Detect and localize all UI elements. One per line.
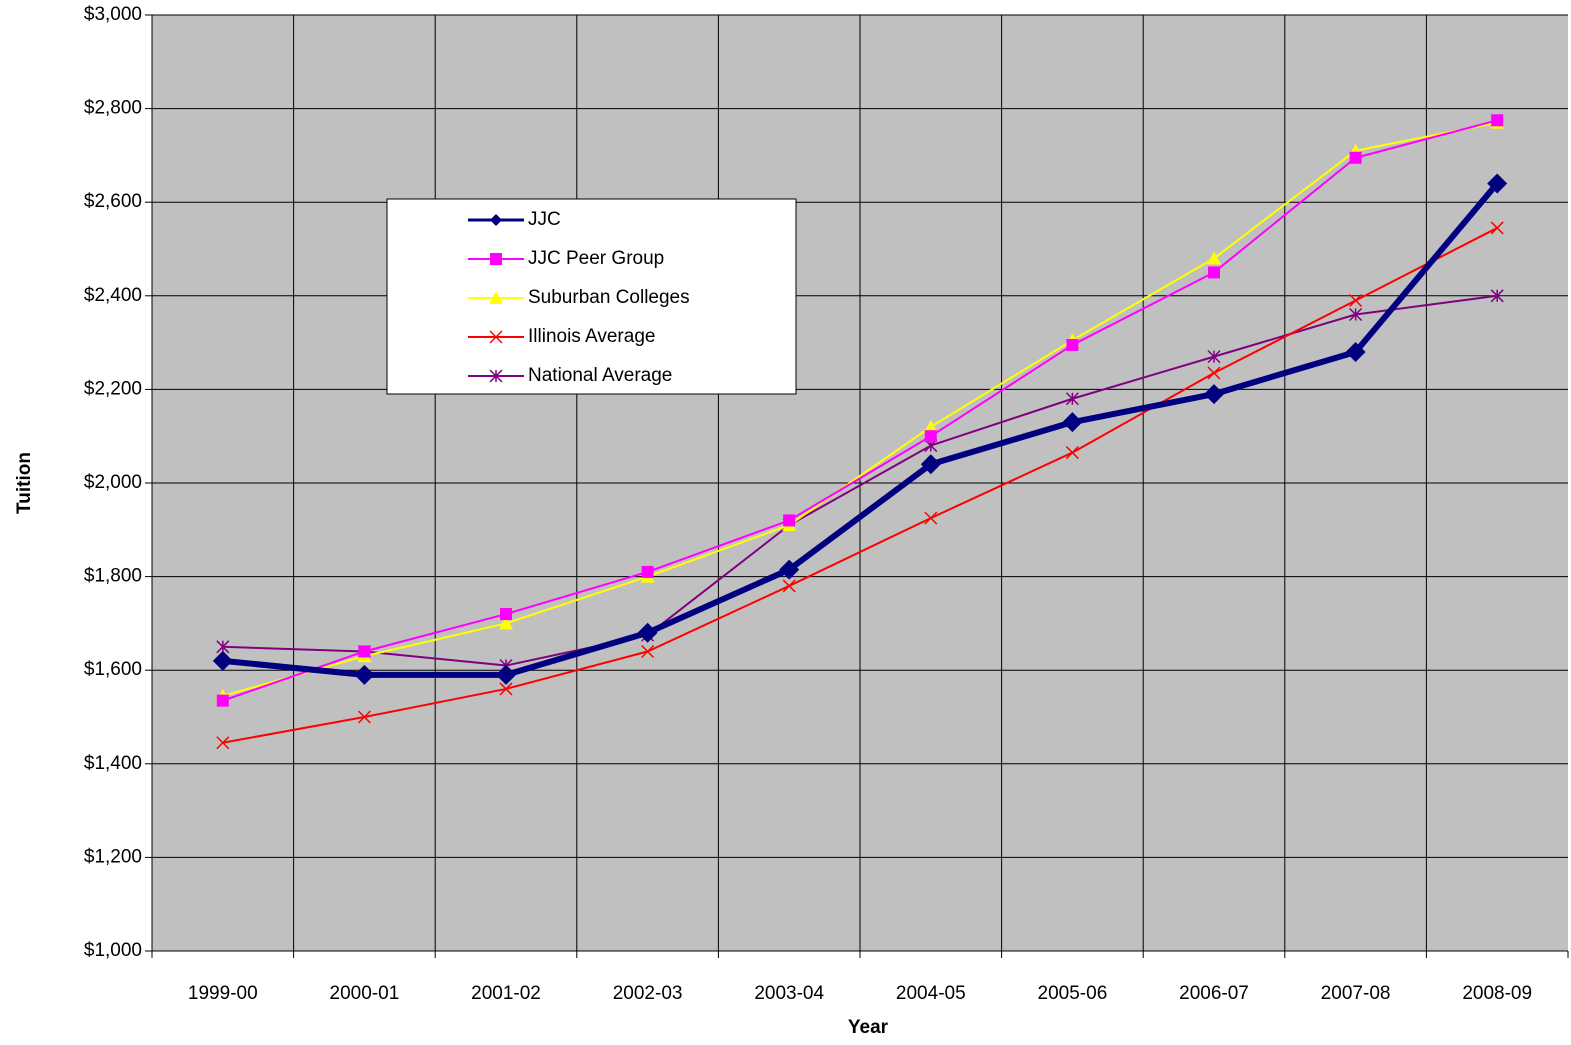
x-tick-label: 2000-01	[330, 983, 400, 1004]
marker	[1066, 338, 1079, 351]
y-tick-label: $1,600	[84, 659, 142, 680]
marker	[357, 710, 371, 724]
x-tick-label: 2001-02	[471, 983, 541, 1004]
marker	[1349, 293, 1363, 308]
y-tick-label: $2,400	[84, 285, 142, 306]
series-line	[222, 121, 1498, 697]
marker	[489, 291, 503, 304]
legend-label: JJC	[528, 209, 561, 230]
marker	[499, 616, 513, 630]
x-tick-label: 2006-07	[1179, 983, 1249, 1004]
marker	[1487, 173, 1508, 194]
legend-label: Suburban Colleges	[528, 287, 690, 308]
marker	[1065, 446, 1079, 460]
marker	[920, 454, 941, 475]
y-tick-label: $2,600	[84, 191, 142, 212]
marker	[1207, 366, 1221, 380]
y-tick-label: $3,000	[84, 4, 142, 25]
series-line	[222, 181, 1500, 678]
marker	[1065, 392, 1079, 406]
y-axis-title: Tuition	[14, 452, 35, 514]
y-tick-label: $2,800	[84, 98, 142, 119]
marker	[496, 664, 516, 685]
marker	[489, 369, 503, 383]
x-tick-label: 1999-00	[188, 983, 258, 1004]
series-line	[222, 227, 1498, 744]
marker	[641, 644, 655, 659]
marker	[1062, 412, 1083, 433]
y-tick-label: $2,000	[84, 472, 142, 493]
x-tick-label: 2002-03	[613, 983, 683, 1004]
marker	[490, 214, 502, 226]
marker	[500, 608, 512, 621]
x-tick-label: 2004-05	[896, 983, 966, 1004]
marker	[783, 514, 796, 527]
marker	[1204, 384, 1224, 405]
legend-label: JJC Peer Group	[528, 248, 664, 269]
marker	[489, 330, 503, 344]
legend-label: Illinois Average	[528, 326, 655, 347]
legend-label: National Average	[528, 365, 672, 386]
marker	[923, 419, 938, 433]
y-tick-label: $1,200	[84, 846, 142, 867]
marker	[1491, 114, 1504, 127]
marker	[779, 559, 800, 580]
marker	[1207, 350, 1221, 364]
marker	[490, 253, 502, 265]
y-tick-label: $1,800	[84, 566, 142, 587]
marker	[1207, 251, 1221, 265]
y-tick-label: $1,400	[84, 753, 142, 774]
series-line	[222, 119, 1498, 702]
marker	[782, 579, 796, 593]
marker	[1345, 341, 1366, 362]
marker	[216, 736, 230, 750]
x-axis-title: Year	[848, 1017, 889, 1038]
y-tick-label: $2,200	[84, 378, 142, 399]
marker	[354, 664, 375, 685]
marker	[924, 511, 938, 525]
marker	[216, 694, 229, 707]
x-tick-label: 2005-06	[1038, 983, 1108, 1004]
marker	[358, 645, 371, 658]
marker	[924, 430, 937, 443]
x-tick-label: 2008-09	[1462, 983, 1532, 1004]
marker	[216, 640, 230, 654]
marker	[641, 565, 654, 578]
marker	[1349, 307, 1363, 322]
marker	[1349, 151, 1362, 164]
marker	[1490, 289, 1504, 303]
marker	[1208, 266, 1220, 279]
marker	[637, 622, 658, 643]
x-tick-label: 2003-04	[754, 983, 824, 1004]
series-line	[222, 294, 1498, 667]
marker	[499, 682, 513, 696]
marker	[1490, 221, 1504, 235]
legend-box	[386, 198, 797, 395]
marker	[212, 650, 233, 671]
x-tick-label: 2007-08	[1321, 983, 1391, 1004]
y-tick-label: $1,000	[84, 940, 142, 961]
